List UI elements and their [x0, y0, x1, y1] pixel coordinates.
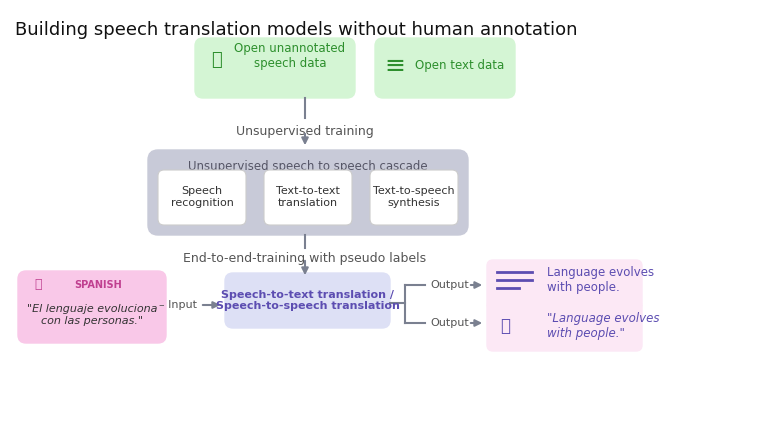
Text: Speech
recognition: Speech recognition	[171, 186, 233, 208]
FancyBboxPatch shape	[370, 170, 458, 225]
FancyBboxPatch shape	[225, 273, 390, 328]
Text: Building speech translation models without human annotation: Building speech translation models witho…	[15, 21, 578, 39]
FancyBboxPatch shape	[195, 38, 355, 98]
Text: Text-to-speech
synthesis: Text-to-speech synthesis	[373, 186, 455, 208]
FancyBboxPatch shape	[158, 170, 246, 225]
Text: "El lenguaje evoluciona
con las personas.": "El lenguaje evoluciona con las personas…	[27, 304, 157, 326]
Text: – Input: – Input	[159, 300, 197, 310]
Text: Language evolves
with people.: Language evolves with people.	[547, 266, 654, 294]
FancyBboxPatch shape	[487, 260, 642, 310]
Text: Open unannotated
speech data: Open unannotated speech data	[234, 42, 346, 70]
Text: "Language evolves
with people.": "Language evolves with people."	[547, 312, 659, 340]
FancyBboxPatch shape	[487, 301, 642, 351]
FancyBboxPatch shape	[264, 170, 352, 225]
FancyBboxPatch shape	[148, 150, 468, 235]
Text: Text-to-text
translation: Text-to-text translation	[276, 186, 340, 208]
Text: Speech-to-text translation /
Speech-to-speech translation: Speech-to-text translation / Speech-to-s…	[216, 290, 400, 311]
Text: Output: Output	[430, 280, 469, 290]
Text: Unsupervised speech to speech cascade: Unsupervised speech to speech cascade	[188, 160, 428, 173]
Text: Open text data: Open text data	[415, 59, 504, 72]
Text: Unsupervised training: Unsupervised training	[236, 125, 374, 138]
FancyBboxPatch shape	[375, 38, 515, 98]
Text: End-to-end-training with pseudo labels: End-to-end-training with pseudo labels	[183, 252, 427, 265]
Text: 🎤: 🎤	[212, 51, 223, 69]
FancyBboxPatch shape	[18, 271, 166, 343]
Text: 🔊: 🔊	[500, 317, 510, 335]
Text: 🔊: 🔊	[34, 278, 42, 291]
Text: ≡: ≡	[384, 54, 406, 78]
Text: SPANISH: SPANISH	[74, 280, 122, 290]
Text: Output: Output	[430, 318, 469, 328]
